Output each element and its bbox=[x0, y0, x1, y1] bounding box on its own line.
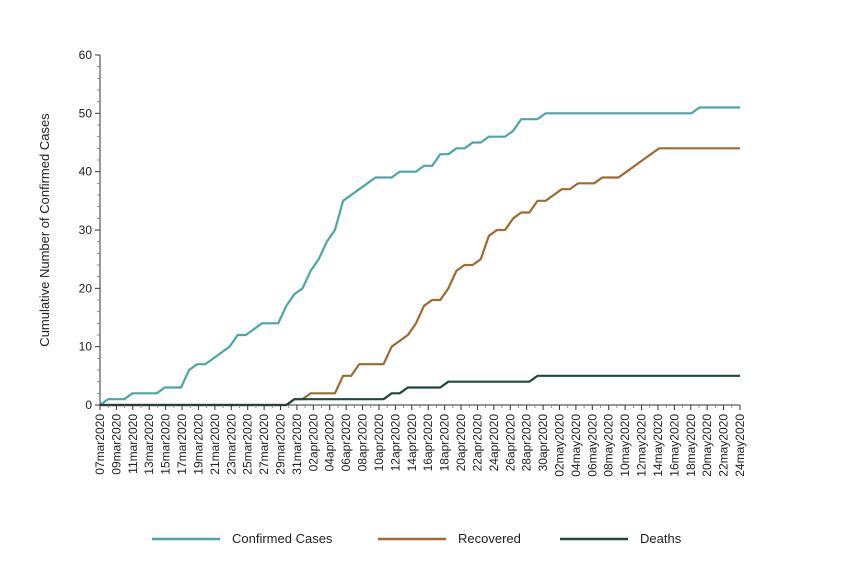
x-tick-label: 08apr2020 bbox=[356, 414, 370, 472]
x-tick-label: 25mar2020 bbox=[241, 414, 255, 475]
x-tick-label: 16may2020 bbox=[667, 414, 681, 477]
x-tick-label: 12apr2020 bbox=[388, 414, 402, 472]
x-tick-label: 24apr2020 bbox=[487, 414, 501, 472]
x-tick-label: 19mar2020 bbox=[191, 414, 205, 475]
x-tick-label: 31mar2020 bbox=[290, 414, 304, 475]
series-line-confirmed-cases bbox=[99, 106, 740, 406]
legend: Confirmed Cases Recovered Deaths bbox=[152, 531, 682, 546]
x-tick-label: 04apr2020 bbox=[323, 414, 337, 472]
x-tick-label: 18apr2020 bbox=[438, 414, 452, 472]
x-tick-label: 09mar2020 bbox=[109, 414, 123, 475]
legend-label-recovered: Recovered bbox=[458, 531, 521, 546]
series-line-recovered bbox=[100, 147, 740, 407]
series-line-deaths bbox=[100, 374, 740, 407]
legend-label-confirmed-cases: Confirmed Cases bbox=[232, 531, 333, 546]
y-tick-label: 50 bbox=[79, 106, 93, 120]
y-tick-label: 0 bbox=[85, 398, 92, 412]
x-tick-label: 24may2020 bbox=[733, 414, 747, 477]
x-tick-label: 22apr2020 bbox=[470, 414, 484, 472]
x-tick-label: 17mar2020 bbox=[175, 414, 189, 475]
y-tick-label: 60 bbox=[79, 48, 93, 62]
x-tick-label: 16apr2020 bbox=[421, 414, 435, 472]
x-tick-label: 22may2020 bbox=[717, 414, 731, 477]
y-tick-label: 40 bbox=[79, 165, 93, 179]
x-tick-label: 14apr2020 bbox=[405, 414, 419, 472]
x-tick-label: 11mar2020 bbox=[126, 414, 140, 474]
x-tick-label: 12may2020 bbox=[635, 414, 649, 477]
x-tick-label: 02may2020 bbox=[552, 414, 566, 477]
x-tick-label: 14may2020 bbox=[651, 414, 665, 477]
x-tick-label: 06apr2020 bbox=[339, 414, 353, 472]
x-tick-label: 10may2020 bbox=[618, 414, 632, 477]
x-tick-label: 02apr2020 bbox=[306, 414, 320, 472]
x-tick-label: 15mar2020 bbox=[159, 414, 173, 475]
y-tick-label: 20 bbox=[79, 281, 93, 295]
x-tick-label: 18may2020 bbox=[684, 414, 698, 477]
x-tick-label: 13mar2020 bbox=[142, 414, 156, 475]
x-axis: 07mar2020 09mar2020 11mar2020 13mar2020 15ma… bbox=[93, 404, 747, 477]
x-tick-label: 29mar2020 bbox=[274, 414, 288, 475]
plot-area bbox=[99, 106, 740, 407]
x-tick-label: 23mar2020 bbox=[224, 414, 238, 475]
x-tick-label: 27mar2020 bbox=[257, 414, 271, 475]
x-tick-label: 20apr2020 bbox=[454, 414, 468, 472]
y-tick-label: 10 bbox=[79, 340, 93, 354]
x-tick-label: 30apr2020 bbox=[536, 414, 550, 472]
x-tick-label: 21mar2020 bbox=[208, 414, 222, 475]
x-tick-label: 08may2020 bbox=[602, 414, 616, 477]
x-tick-label: 10apr2020 bbox=[372, 414, 386, 472]
x-tick-label: 20may2020 bbox=[700, 414, 714, 477]
x-tick-label: 04may2020 bbox=[569, 414, 583, 477]
legend-label-deaths: Deaths bbox=[640, 531, 682, 546]
y-axis: 0 10 20 30 40 50 60 bbox=[79, 48, 101, 412]
y-tick-label: 30 bbox=[79, 223, 93, 237]
x-tick-label: 06may2020 bbox=[585, 414, 599, 477]
x-tick-label: 07mar2020 bbox=[93, 414, 107, 475]
x-tick-label: 28apr2020 bbox=[520, 414, 534, 472]
x-tick-label: 26apr2020 bbox=[503, 414, 517, 472]
y-axis-label: Cumulative Number of Confirmed Cases bbox=[37, 113, 52, 347]
